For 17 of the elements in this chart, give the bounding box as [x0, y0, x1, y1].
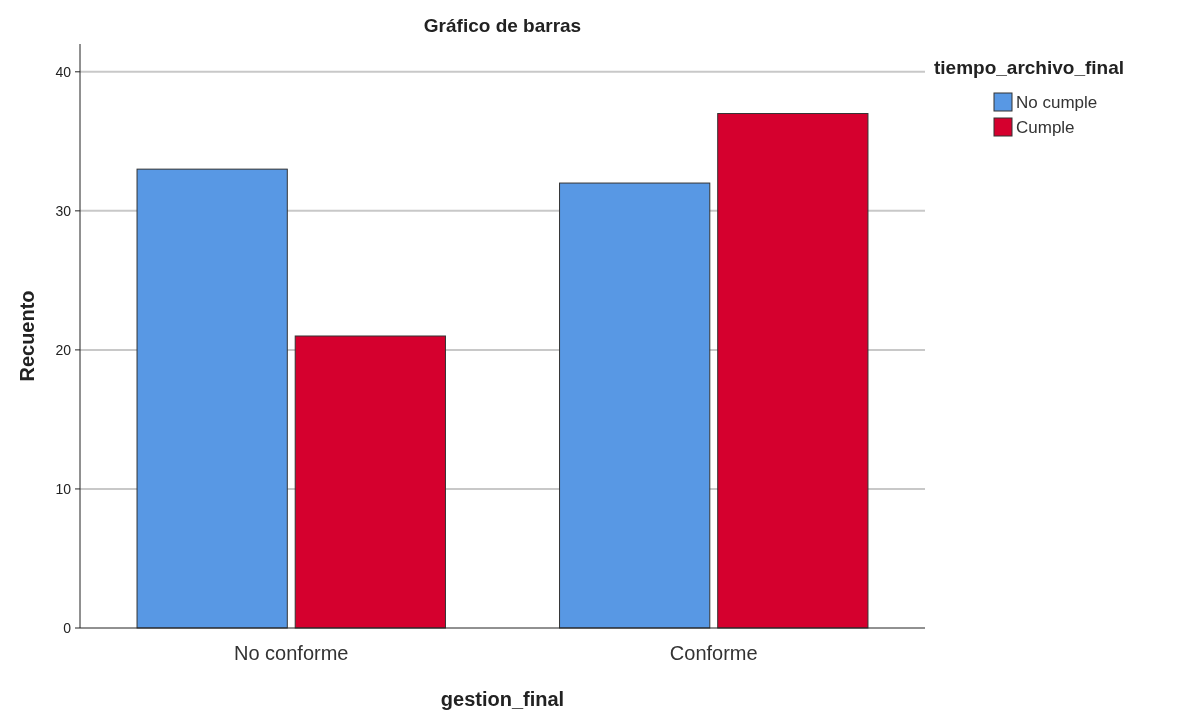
- y-tick-label: 30: [55, 202, 72, 219]
- y-tick-label: 0: [63, 619, 72, 636]
- legend-title: tiempo_archivo_final: [934, 57, 1125, 78]
- bar: [294, 335, 446, 629]
- y-tick-label: 40: [55, 63, 72, 80]
- legend-label: No cumple: [1016, 92, 1098, 112]
- y-tick-label: 20: [55, 341, 72, 358]
- y-axis-title: Recuento: [16, 290, 38, 382]
- bar: [136, 168, 288, 629]
- x-tick-label: No conforme: [234, 642, 349, 664]
- legend-label: Cumple: [1016, 117, 1075, 137]
- x-axis-title: gestion_final: [440, 688, 565, 710]
- bar: [559, 182, 711, 629]
- chart-title: Gráfico de barras: [423, 15, 582, 36]
- bar: [717, 113, 869, 629]
- x-tick-label: Conforme: [669, 642, 758, 664]
- y-tick-label: 10: [55, 480, 72, 497]
